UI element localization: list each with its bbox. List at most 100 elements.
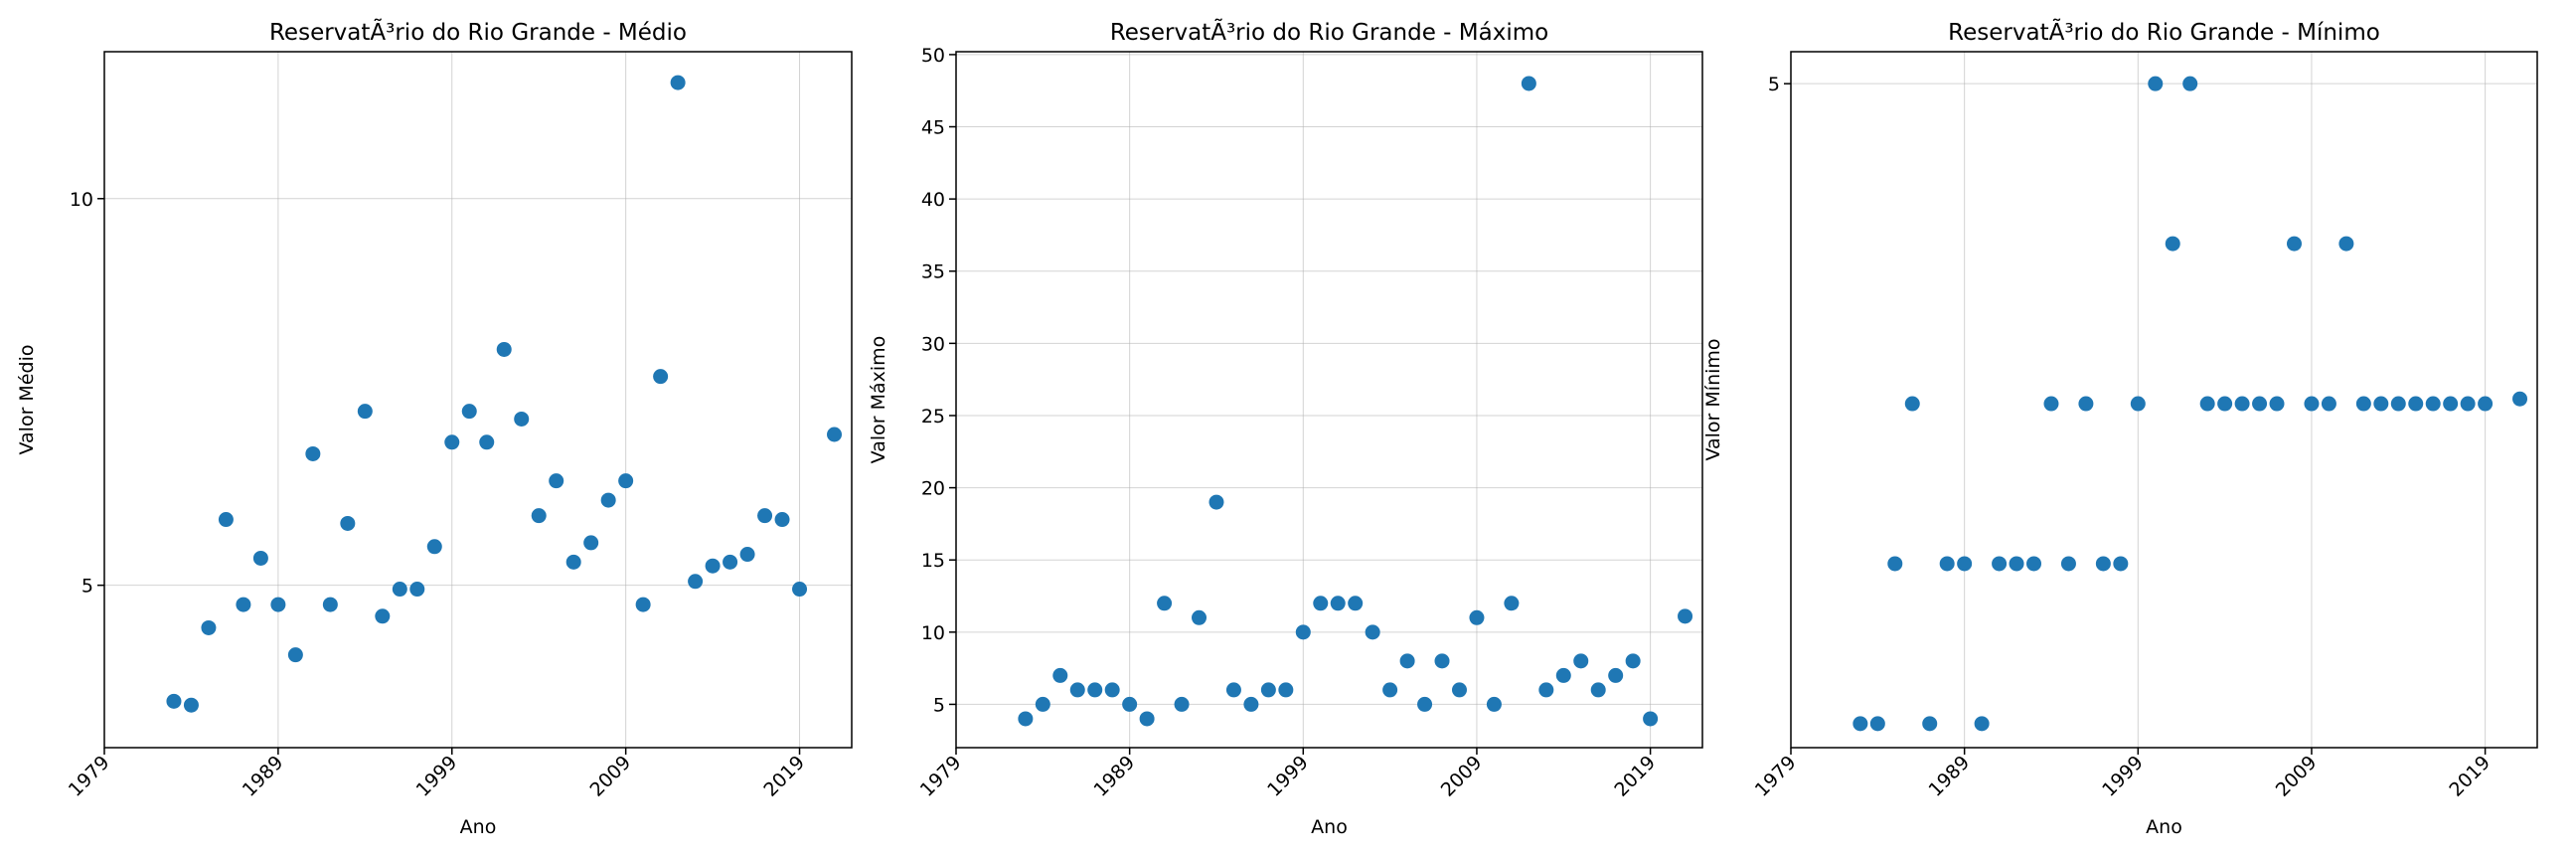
data-point — [1348, 596, 1364, 611]
y-tick-label: 5 — [81, 576, 93, 598]
data-point — [739, 547, 755, 563]
data-point — [2234, 396, 2250, 412]
data-point — [305, 445, 321, 461]
data-point — [2095, 556, 2111, 572]
data-point — [1678, 608, 1693, 624]
y-axis-ticks: 5 — [1768, 74, 1791, 95]
data-point — [2182, 76, 2198, 91]
y-axis-label: Valor Mínimo — [1702, 338, 1724, 460]
data-point — [1608, 667, 1624, 683]
data-point — [340, 515, 356, 531]
y-tick-label: 15 — [921, 550, 945, 572]
data-point — [688, 574, 704, 590]
data-point — [2078, 396, 2094, 412]
data-point — [723, 554, 738, 570]
data-point — [1260, 682, 1276, 698]
x-axis-label: Ano — [2146, 816, 2182, 838]
data-point — [1974, 716, 1990, 732]
data-points — [1852, 76, 2528, 732]
data-point — [2355, 396, 2371, 412]
data-point — [1504, 596, 1520, 611]
data-point — [496, 341, 512, 357]
data-points — [1018, 76, 1693, 727]
data-point — [1939, 556, 1955, 572]
data-point — [322, 597, 338, 612]
data-point — [1643, 711, 1659, 727]
data-point — [479, 434, 495, 450]
data-point — [236, 597, 251, 612]
data-point — [218, 512, 234, 528]
data-point — [2113, 556, 2129, 572]
data-point — [1225, 682, 1241, 698]
data-point — [583, 535, 599, 551]
data-point — [392, 582, 407, 598]
data-point — [1087, 682, 1103, 698]
y-tick-label: 20 — [921, 478, 945, 500]
data-point — [1904, 396, 1920, 412]
y-axis-label: Valor Médio — [16, 345, 38, 455]
data-point — [183, 697, 199, 713]
data-point — [2217, 396, 2233, 412]
data-point — [201, 619, 217, 635]
data-point — [357, 404, 373, 420]
data-point — [1869, 716, 1885, 732]
data-point — [1922, 716, 1938, 732]
data-point — [549, 473, 564, 489]
data-point — [2148, 76, 2164, 91]
data-point — [1992, 556, 2008, 572]
y-tick-label: 25 — [921, 406, 945, 428]
y-tick-label: 35 — [921, 261, 945, 283]
y-tick-label: 5 — [933, 694, 945, 716]
chart-title: ReservatÃ³rio do Rio Grande - Máximo — [1110, 18, 1548, 46]
grid-lines — [103, 52, 852, 748]
data-point — [705, 558, 721, 574]
data-point — [1104, 682, 1120, 698]
data-point — [827, 427, 843, 442]
y-tick-label: 5 — [1768, 74, 1780, 95]
data-point — [375, 608, 391, 624]
data-point — [1887, 556, 1903, 572]
data-point — [1957, 556, 1973, 572]
data-point — [1313, 596, 1329, 611]
y-axis-label: Valor Máximo — [868, 336, 889, 464]
data-point — [2425, 396, 2441, 412]
data-point — [166, 693, 182, 709]
data-point — [2009, 556, 2024, 572]
data-point — [426, 539, 442, 555]
data-point — [1018, 711, 1034, 727]
data-point — [409, 582, 425, 598]
y-axis-ticks: 5 10 — [70, 189, 104, 598]
data-point — [2460, 396, 2476, 412]
grid-lines — [955, 52, 1702, 748]
data-point — [1365, 624, 1380, 640]
chart-title: ReservatÃ³rio do Rio Grande - Médio — [269, 18, 687, 46]
data-point — [1399, 653, 1415, 669]
data-point — [2321, 396, 2336, 412]
x-axis-label: Ano — [460, 816, 497, 838]
data-point — [270, 597, 286, 612]
data-point — [1243, 696, 1259, 712]
x-axis-label: Ano — [1311, 816, 1348, 838]
data-point — [1139, 711, 1155, 727]
data-point — [1451, 682, 1467, 698]
data-point — [1035, 696, 1050, 712]
data-point — [1278, 682, 1294, 698]
data-point — [1122, 696, 1138, 712]
data-point — [1434, 653, 1450, 669]
data-point — [2026, 556, 2042, 572]
data-point — [531, 508, 547, 524]
data-point — [618, 473, 634, 489]
data-point — [1174, 696, 1190, 712]
data-point — [2199, 396, 2215, 412]
data-point — [2043, 396, 2059, 412]
data-point — [2060, 556, 2076, 572]
data-point — [2443, 396, 2459, 412]
data-point — [565, 554, 581, 570]
y-tick-label: 10 — [70, 189, 93, 211]
data-point — [1590, 682, 1606, 698]
y-tick-label: 45 — [921, 117, 945, 139]
data-point — [1208, 494, 1224, 510]
data-point — [2304, 396, 2320, 412]
data-point — [1330, 596, 1346, 611]
